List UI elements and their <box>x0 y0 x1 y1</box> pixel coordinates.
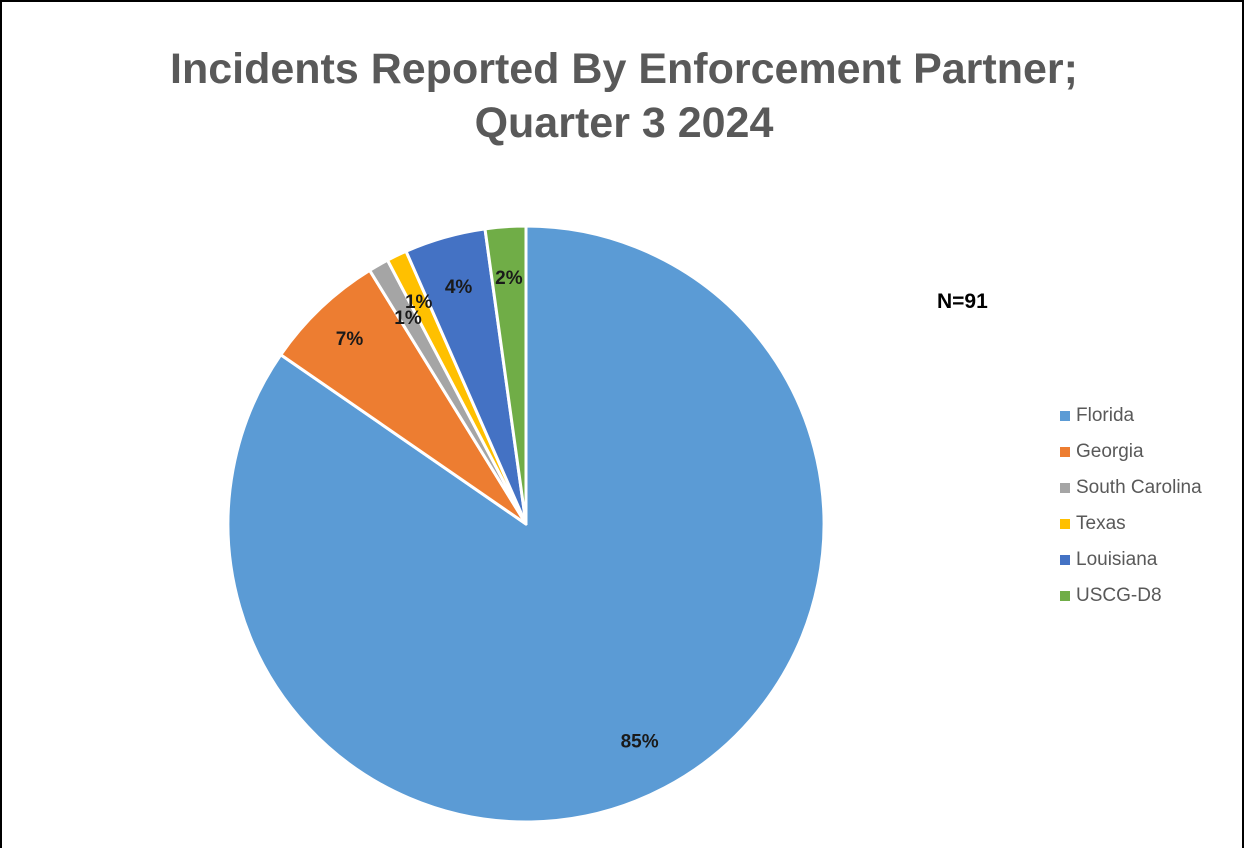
chart-title-line-2: Quarter 3 2024 <box>474 99 774 147</box>
data-label-south-carolina: 1% <box>394 308 422 329</box>
legend-label: Florida <box>1076 405 1135 426</box>
legend-swatch <box>1060 483 1070 493</box>
legend-item-georgia: Georgia <box>1060 434 1202 470</box>
data-label-georgia: 7% <box>336 329 364 350</box>
data-label-louisiana: 4% <box>445 277 473 298</box>
legend-swatch <box>1060 555 1070 565</box>
legend: Florida Georgia South Carolina Texas Louisia… <box>1060 398 1202 614</box>
chart-title-line-1: Incidents Reported By Enforcement Partne… <box>170 45 1078 93</box>
legend-label: USCG-D8 <box>1076 585 1162 606</box>
legend-swatch <box>1060 447 1070 457</box>
pie-slices <box>226 224 826 824</box>
legend-item-uscg-d8: USCG-D8 <box>1060 578 1202 614</box>
legend-item-florida: Florida <box>1060 398 1202 434</box>
legend-swatch <box>1060 411 1070 421</box>
data-label-florida: 85% <box>621 731 659 752</box>
legend-item-louisiana: Louisiana <box>1060 542 1202 578</box>
legend-label: Louisiana <box>1076 549 1158 570</box>
pie-slice-uscg-d8 <box>483 224 528 526</box>
legend-item-south-carolina: South Carolina <box>1060 470 1202 506</box>
pie-slice-georgia <box>279 268 528 526</box>
legend-label: Texas <box>1076 513 1126 534</box>
pie-labels: 85% 7% 1%1% 4% 2% <box>336 268 659 752</box>
chart-title: Incidents Reported By Enforcement Partne… <box>2 42 1244 150</box>
legend-label: South Carolina <box>1076 477 1202 498</box>
legend-label: Georgia <box>1076 441 1144 462</box>
data-label-texas: 1% <box>405 292 433 313</box>
legend-item-texas: Texas <box>1060 506 1202 542</box>
data-label-uscg-d8: 2% <box>495 268 523 289</box>
sample-size-note: N=91 <box>937 290 988 313</box>
legend-swatch <box>1060 519 1070 529</box>
legend-swatch <box>1060 591 1070 601</box>
